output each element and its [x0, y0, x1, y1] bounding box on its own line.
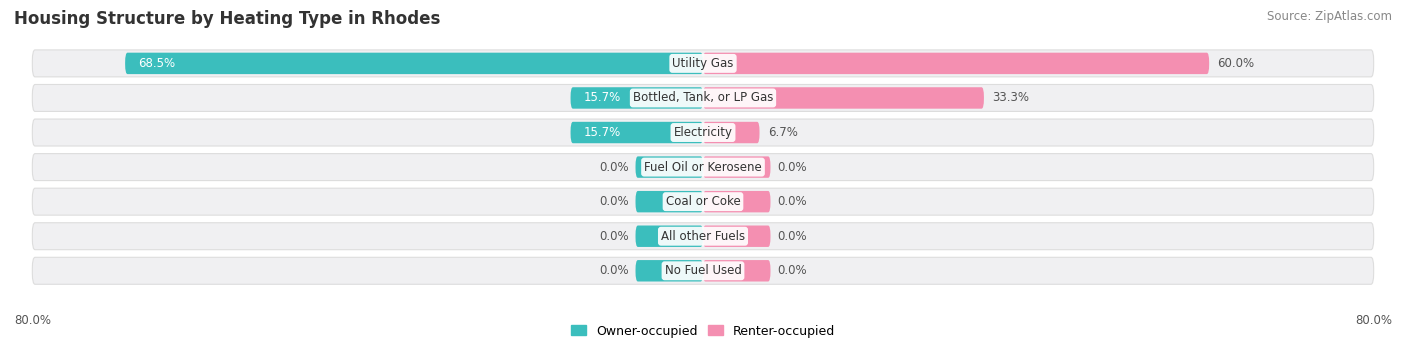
Text: 80.0%: 80.0%	[14, 314, 51, 327]
FancyBboxPatch shape	[32, 223, 1374, 250]
FancyBboxPatch shape	[32, 257, 1374, 284]
FancyBboxPatch shape	[32, 153, 1374, 181]
Text: No Fuel Used: No Fuel Used	[665, 264, 741, 277]
Text: 0.0%: 0.0%	[778, 230, 807, 243]
Legend: Owner-occupied, Renter-occupied: Owner-occupied, Renter-occupied	[567, 320, 839, 341]
Text: 0.0%: 0.0%	[599, 264, 628, 277]
FancyBboxPatch shape	[703, 53, 1209, 74]
Text: Source: ZipAtlas.com: Source: ZipAtlas.com	[1267, 10, 1392, 23]
Text: 6.7%: 6.7%	[768, 126, 797, 139]
Text: Coal or Coke: Coal or Coke	[665, 195, 741, 208]
Text: Electricity: Electricity	[673, 126, 733, 139]
FancyBboxPatch shape	[32, 85, 1374, 112]
FancyBboxPatch shape	[703, 157, 770, 178]
FancyBboxPatch shape	[32, 50, 1374, 77]
FancyBboxPatch shape	[636, 157, 703, 178]
Text: 33.3%: 33.3%	[993, 91, 1029, 104]
Text: 0.0%: 0.0%	[599, 195, 628, 208]
Text: Housing Structure by Heating Type in Rhodes: Housing Structure by Heating Type in Rho…	[14, 10, 440, 28]
FancyBboxPatch shape	[571, 122, 703, 143]
FancyBboxPatch shape	[636, 260, 703, 282]
Text: 60.0%: 60.0%	[1218, 57, 1254, 70]
FancyBboxPatch shape	[571, 87, 703, 109]
FancyBboxPatch shape	[32, 188, 1374, 215]
FancyBboxPatch shape	[125, 53, 703, 74]
Text: Fuel Oil or Kerosene: Fuel Oil or Kerosene	[644, 161, 762, 174]
Text: 0.0%: 0.0%	[599, 161, 628, 174]
FancyBboxPatch shape	[703, 87, 984, 109]
Text: 0.0%: 0.0%	[599, 230, 628, 243]
FancyBboxPatch shape	[636, 225, 703, 247]
Text: 0.0%: 0.0%	[778, 161, 807, 174]
FancyBboxPatch shape	[703, 260, 770, 282]
FancyBboxPatch shape	[703, 225, 770, 247]
Text: 0.0%: 0.0%	[778, 195, 807, 208]
Text: Bottled, Tank, or LP Gas: Bottled, Tank, or LP Gas	[633, 91, 773, 104]
FancyBboxPatch shape	[703, 122, 759, 143]
FancyBboxPatch shape	[703, 191, 770, 212]
Text: Utility Gas: Utility Gas	[672, 57, 734, 70]
Text: 0.0%: 0.0%	[778, 264, 807, 277]
Text: 80.0%: 80.0%	[1355, 314, 1392, 327]
Text: All other Fuels: All other Fuels	[661, 230, 745, 243]
Text: 15.7%: 15.7%	[583, 91, 620, 104]
FancyBboxPatch shape	[636, 191, 703, 212]
Text: 15.7%: 15.7%	[583, 126, 620, 139]
FancyBboxPatch shape	[32, 119, 1374, 146]
Text: 68.5%: 68.5%	[138, 57, 174, 70]
